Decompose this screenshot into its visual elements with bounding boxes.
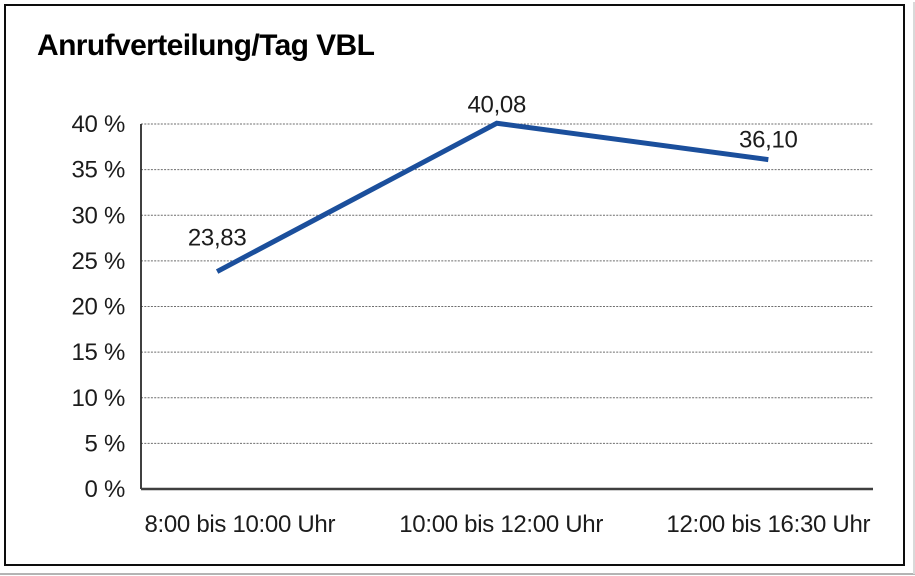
data-point-label: 23,83 [188, 225, 247, 252]
y-tick-label: 10 % [71, 385, 125, 412]
y-tick-label: 40 % [71, 111, 125, 138]
y-tick-label: 15 % [71, 339, 125, 366]
chart-title: Anrufverteilung/Tag VBL [37, 29, 375, 62]
y-tick-label: 25 % [71, 248, 125, 275]
x-category-label: 8:00 bis 10:00 Uhr [144, 511, 335, 538]
page-edge-bottom-line [0, 573, 915, 575]
x-category-label: 10:00 bis 12:00 Uhr [399, 511, 603, 538]
chart-frame [4, 4, 905, 566]
y-tick-label: 5 % [85, 430, 125, 457]
y-tick-label: 30 % [71, 202, 125, 229]
x-category-label: 12:00 bis 16:30 Uhr [666, 511, 870, 538]
y-tick-label: 20 % [71, 294, 125, 321]
data-point-label: 36,10 [739, 127, 798, 154]
y-tick-label: 0 % [85, 476, 125, 503]
page-edge-right-line [913, 2, 915, 574]
data-point-label: 40,08 [467, 91, 526, 118]
y-tick-label: 35 % [71, 157, 125, 184]
data-line [215, 120, 769, 274]
